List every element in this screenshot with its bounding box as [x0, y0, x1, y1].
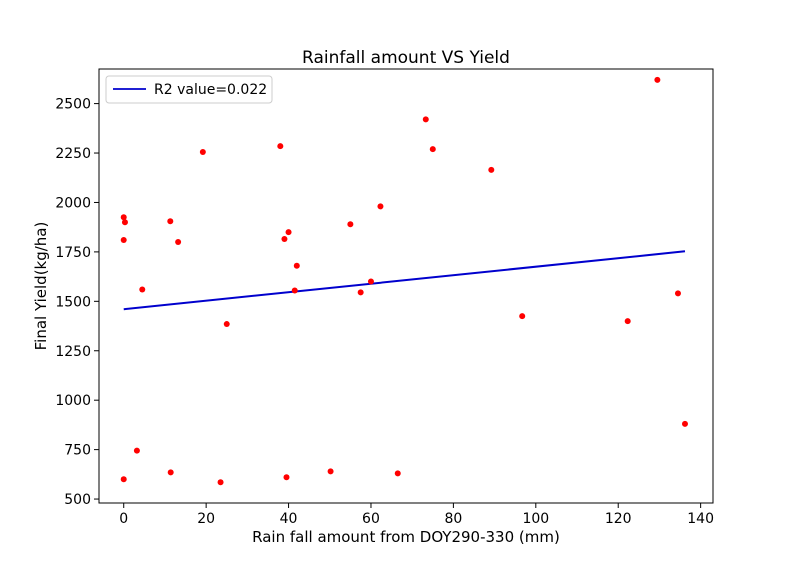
data-point: [357, 289, 364, 296]
y-tick-label: 750: [64, 443, 91, 459]
x-tick-label: 20: [197, 511, 215, 527]
data-point: [121, 219, 128, 226]
data-point: [293, 262, 300, 269]
data-point: [654, 76, 661, 83]
y-tick-label: 500: [64, 492, 91, 508]
data-point: [175, 239, 182, 246]
data-point: [422, 116, 429, 123]
data-point: [624, 318, 631, 325]
data-point: [285, 229, 292, 236]
x-tick-label: 80: [444, 511, 462, 527]
data-point: [674, 290, 681, 297]
data-point: [347, 221, 354, 228]
plot-area-frame: [98, 68, 714, 504]
data-point: [291, 287, 298, 294]
x-tick-label: 0: [119, 511, 128, 527]
data-point: [167, 218, 174, 225]
legend-label: R2 value=0.022: [154, 82, 267, 98]
data-point: [429, 146, 436, 153]
x-tick-label: 120: [605, 511, 632, 527]
y-axis-ticks: 500 750 1000 1250 1500 1750 2000 2250 2500: [55, 97, 99, 508]
data-point: [217, 479, 224, 486]
x-tick-label: 60: [362, 511, 380, 527]
data-point: [283, 474, 290, 481]
y-tick-label: 2250: [55, 146, 91, 162]
legend-box: [105, 75, 273, 104]
points-layer: [120, 76, 688, 486]
data-point: [488, 166, 495, 173]
regression-line: [123, 250, 686, 311]
data-point: [367, 278, 374, 285]
y-axis-label: Final Yield(kg/ha): [32, 222, 50, 351]
data-point: [120, 476, 127, 483]
data-point: [377, 203, 384, 210]
y-tick-label: 1250: [55, 344, 91, 360]
legend: R2 value=0.022: [105, 75, 273, 104]
y-tick-label: 2000: [55, 195, 91, 211]
x-axis-ticks: 0 20 40 60 80 100 120 140: [119, 503, 714, 527]
y-tick-label: 1000: [55, 393, 91, 409]
data-point: [519, 313, 526, 320]
y-tick-label: 2500: [55, 97, 91, 113]
chart-title: Rainfall amount VS Yield: [302, 48, 510, 68]
data-point: [277, 143, 284, 150]
data-point: [281, 236, 288, 243]
data-point: [120, 237, 127, 244]
x-tick-label: 40: [280, 511, 298, 527]
y-tick-label: 1500: [55, 294, 91, 310]
data-point: [199, 149, 206, 156]
fit-line-layer: [123, 250, 686, 311]
data-point: [394, 470, 401, 477]
x-axis-label: Rain fall amount from DOY290-330 (mm): [252, 528, 560, 546]
data-point: [327, 468, 334, 475]
y-tick-label: 1750: [55, 245, 91, 261]
x-tick-label: 100: [522, 511, 549, 527]
data-point: [133, 447, 140, 454]
data-point: [139, 286, 146, 293]
data-point: [681, 420, 688, 427]
data-point: [223, 321, 230, 328]
x-tick-label: 140: [687, 511, 714, 527]
data-point: [167, 469, 174, 476]
data-point: [120, 214, 127, 221]
